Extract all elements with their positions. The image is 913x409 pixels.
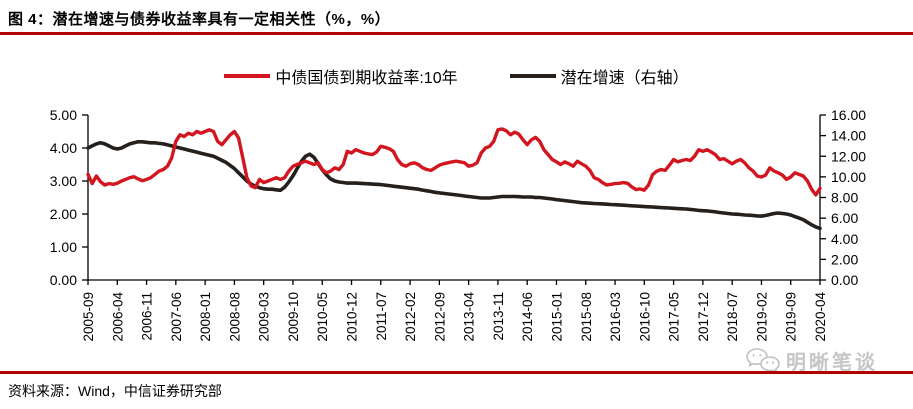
- right-axis-tick-label: 2.00: [831, 251, 858, 267]
- x-axis-tick-label: 2014-06: [520, 292, 535, 342]
- x-axis-tick-label: 2013-11: [491, 292, 506, 341]
- x-axis-tick-label: 2019-02: [754, 292, 769, 342]
- x-axis-tick-label: 2016-03: [608, 292, 623, 342]
- series-line-bond-yield: [86, 127, 822, 197]
- x-axis-tick-label: 2018-07: [725, 292, 740, 342]
- x-axis-tick-label: 2012-02: [403, 292, 418, 342]
- right-axis-tick-label: 10.00: [831, 169, 866, 185]
- title-underline-rule: [0, 32, 913, 35]
- left-axis-tick-label: 2.00: [50, 206, 77, 222]
- x-axis-tick-label: 2006-04: [110, 292, 125, 342]
- right-axis-tick-label: 4.00: [831, 231, 858, 247]
- x-axis-tick-label: 2020-04: [813, 292, 828, 342]
- legend-item-potential-growth: 潜在增速（右轴）: [509, 64, 689, 88]
- left-axis-tick-label: 3.00: [50, 173, 77, 189]
- figure-title: 图 4：潜在增速与债券收益率具有一定相关性（%，%）: [8, 11, 391, 28]
- line-chart-canvas: 0.00 1.00 2.00 3.00 4.00 5.00 0.00 2.00 4.00 6.00…: [50, 107, 866, 342]
- legend-label: 潜在增速（右轴）: [560, 70, 689, 87]
- x-axis-tick-label: 2009-03: [257, 292, 272, 342]
- left-axis-tick-label: 0.00: [50, 272, 77, 288]
- x-axis-tick-label: 2007-06: [169, 292, 184, 342]
- x-axis-tick-label: 2017-12: [696, 292, 711, 342]
- watermark-label: 明晰笔谈: [786, 352, 878, 374]
- legend-item-bond-yield: 中债国债到期收益率:10年: [224, 64, 458, 88]
- left-axis-tick-label: 5.00: [50, 107, 77, 123]
- x-axis-tick-label: 2010-05: [315, 292, 330, 342]
- x-axis-tick-label: 2008-08: [227, 292, 242, 342]
- series-line-potential-growth: [86, 139, 822, 231]
- source-note: 资料来源：Wind，中信证券研究部: [8, 383, 222, 399]
- right-axis-tick-label: 16.00: [831, 107, 866, 123]
- x-axis-tick-label: 2011-07: [374, 292, 389, 341]
- legend-line-swatch-black: [509, 74, 556, 78]
- chart-legend: 中债国债到期收益率:10年 潜在增速（右轴）: [0, 64, 913, 88]
- x-axis-tick-label: 2006-11: [140, 292, 155, 341]
- x-axis-tick-label: 2013-04: [462, 292, 477, 342]
- x-axis-tick-label: 2005-09: [81, 292, 96, 342]
- right-axis-tick-label: 8.00: [831, 190, 858, 206]
- right-axis-tick-label: 0.00: [831, 272, 858, 288]
- x-axis-tick-label: 2017-05: [667, 292, 682, 342]
- footer-rule: [0, 371, 913, 374]
- x-axis-tick-label: 2015-01: [549, 292, 564, 342]
- x-axis-tick-label: 2015-08: [579, 292, 594, 342]
- left-axis-tick-label: 1.00: [50, 239, 77, 255]
- watermark: 明晰笔谈: [744, 346, 878, 375]
- right-axis-tick-label: 6.00: [831, 210, 858, 226]
- x-axis-tick-label: 2009-10: [286, 292, 301, 342]
- left-axis-tick-label: 4.00: [50, 140, 77, 156]
- x-axis-tick-label: 2008-01: [198, 292, 213, 342]
- chat-bubbles-icon: [746, 347, 780, 373]
- x-axis-tick-label: 2016-10: [637, 292, 652, 342]
- legend-line-swatch-red: [224, 74, 271, 78]
- x-axis-tick-label: 2010-12: [345, 292, 360, 342]
- x-axis-tick-label: 2019-09: [784, 292, 799, 342]
- x-axis-tick-label: 2012-09: [432, 292, 447, 342]
- right-axis-tick-label: 14.00: [831, 128, 866, 144]
- right-axis-tick-label: 12.00: [831, 148, 866, 164]
- legend-label: 中债国债到期收益率:10年: [275, 70, 458, 87]
